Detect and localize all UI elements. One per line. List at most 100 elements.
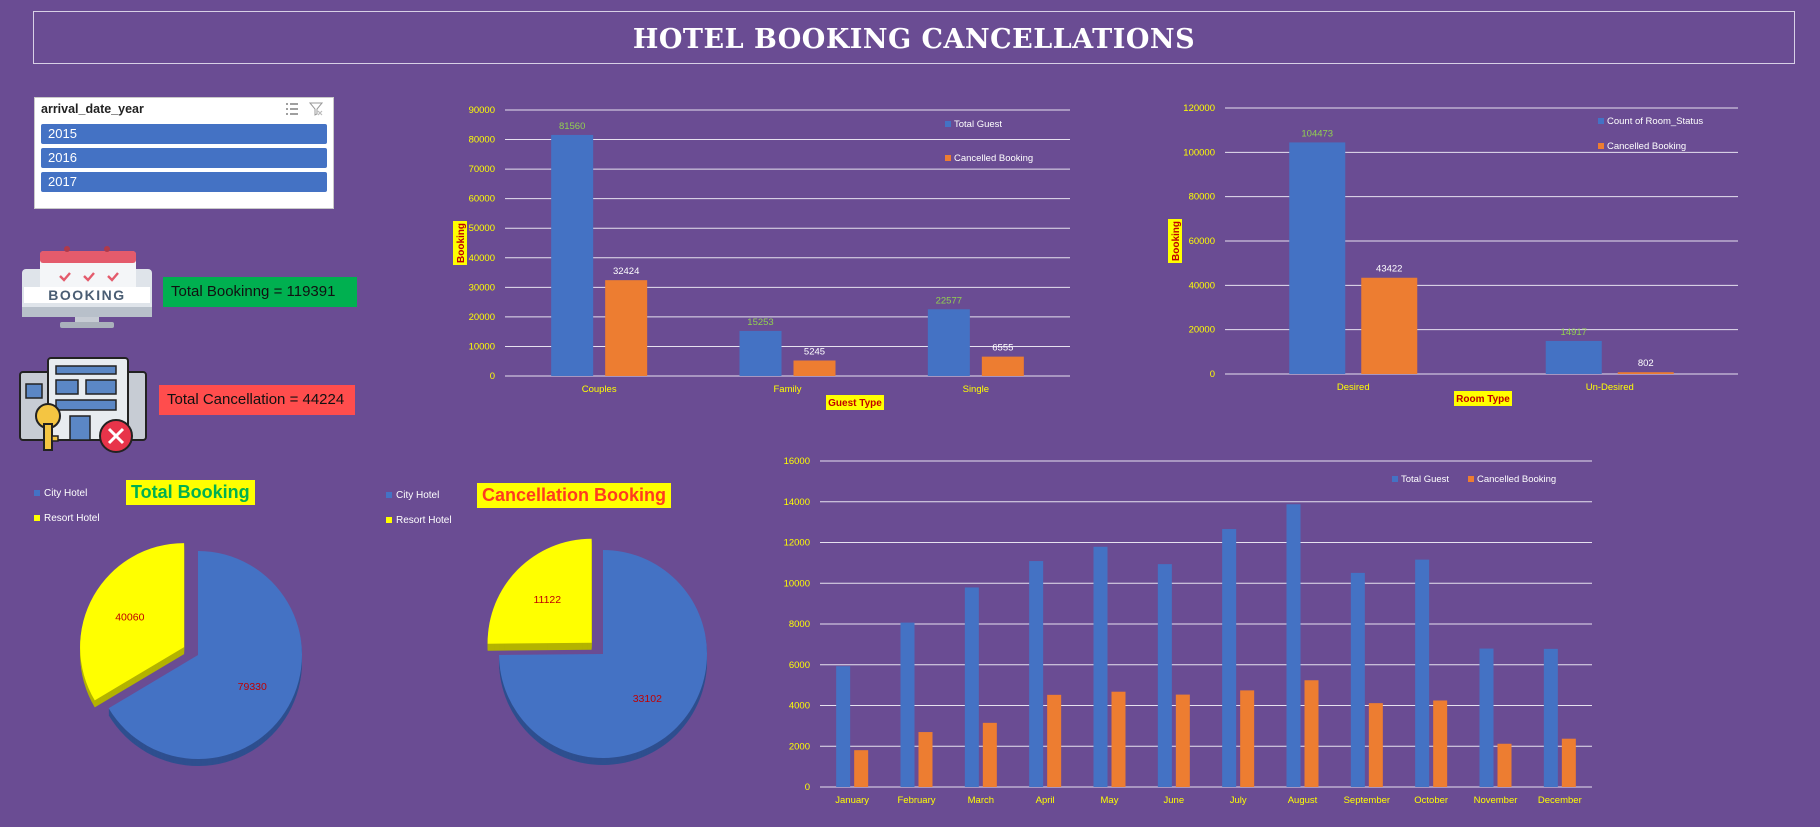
data-label: 5245: [804, 346, 825, 357]
guest-type-chart: 0 10000 20000 30000 40000 50000 60000 70000 8000…: [453, 105, 1070, 410]
y-tick-label: 90000: [469, 105, 495, 116]
legend-label: Total Guest: [954, 119, 1002, 130]
x-tick-label: December: [1538, 795, 1582, 806]
legend-label: Count of Room_Status: [1607, 116, 1703, 127]
y-axis-title-bg: [1168, 219, 1182, 263]
bar: [1368, 703, 1383, 787]
total-booking-pie-legend: City Hotel Resort Hotel: [34, 488, 100, 524]
cancellation-pie-title: Cancellation Booking: [477, 483, 672, 508]
pie-slice: [80, 543, 185, 701]
legend-swatch-city: [34, 490, 40, 496]
pie-data-label: 11122: [533, 594, 561, 606]
x-tick-label: April: [1036, 795, 1055, 806]
y-tick-label: 16000: [784, 456, 810, 467]
page-title: HOTEL BOOKING CANCELLATIONS: [632, 24, 1196, 55]
y-tick-label: 80000: [1189, 192, 1215, 203]
y-tick-label: 40000: [1189, 280, 1215, 291]
y-axis-title: Booking: [456, 223, 467, 263]
title-banner: HOTEL BOOKING CANCELLATIONS: [33, 11, 1795, 64]
y-tick-label: 60000: [469, 194, 495, 205]
legend-resort-hotel: Resort Hotel: [396, 515, 452, 526]
x-axis-title: Room Type: [1456, 394, 1510, 405]
legend-label: Total Guest: [1401, 474, 1449, 485]
cancellation-pie: 33102 11122: [487, 538, 707, 765]
x-tick-label: January: [835, 795, 869, 806]
legend-city-hotel: City Hotel: [44, 488, 88, 499]
legend-city-hotel: City Hotel: [396, 490, 440, 501]
y-tick-label: 4000: [789, 701, 810, 712]
y-axis-title-group: Booking: [453, 221, 467, 265]
cancellation-pie-legend: City Hotel Resort Hotel: [386, 490, 452, 526]
x-tick-label: May: [1101, 795, 1119, 806]
legend-swatch: [1598, 118, 1604, 124]
bar: [1222, 529, 1237, 787]
slicer-item-2017[interactable]: 2017: [41, 172, 327, 192]
data-label: 6555: [992, 343, 1013, 354]
bar: [1047, 694, 1062, 787]
bar: [1157, 564, 1172, 787]
bar: [1361, 277, 1418, 374]
legend-swatch-resort: [386, 517, 392, 523]
y-tick-label: 10000: [469, 341, 495, 352]
clear-filter-icon[interactable]: [309, 102, 323, 116]
bar: [793, 360, 836, 376]
data-label: 14917: [1561, 327, 1587, 338]
legend-swatch-city: [386, 492, 392, 498]
y-tick-label: 100000: [1183, 147, 1215, 158]
hotel-key-cancel-icon: [19, 357, 147, 453]
bar: [739, 330, 782, 376]
total-cancellation-card: Total Cancellation = 44224: [159, 385, 355, 415]
y-tick-label: 30000: [469, 282, 495, 293]
slicer-header: arrival_date_year: [41, 102, 144, 116]
y-tick-label: 10000: [784, 578, 810, 589]
bar: [1111, 691, 1126, 787]
legend-label: Cancelled Booking: [954, 153, 1033, 164]
slicer-item-2015[interactable]: 2015: [41, 124, 327, 144]
data-label: 43422: [1376, 264, 1402, 275]
room-type-chart: 0 20000 40000 60000 80000 100000 120000 Desired…: [1168, 103, 1738, 406]
bar: [605, 280, 648, 376]
y-tick-label: 120000: [1183, 103, 1215, 114]
bar: [551, 134, 594, 376]
x-tick-label: September: [1344, 795, 1390, 806]
y-axis-title: Booking: [1171, 221, 1182, 261]
slicer-item-2016[interactable]: 2016: [41, 148, 327, 168]
bar: [1617, 372, 1674, 374]
pie-slice: [499, 550, 707, 758]
x-tick-label: July: [1230, 795, 1247, 806]
y-tick-label: 0: [490, 371, 495, 382]
x-tick-label: Un-Desired: [1586, 382, 1634, 393]
bar: [1545, 340, 1602, 374]
bar: [1289, 142, 1346, 374]
multi-select-icon[interactable]: [285, 102, 299, 116]
bar: [1479, 648, 1494, 787]
y-tick-label: 6000: [789, 660, 810, 671]
bar: [1433, 700, 1448, 787]
bar: [1093, 546, 1108, 787]
pie-data-label: 79330: [238, 681, 267, 693]
legend-swatch: [945, 121, 951, 127]
pie-slice: [108, 551, 302, 759]
legend-swatch: [945, 155, 951, 161]
y-tick-label: 20000: [1189, 325, 1215, 336]
y-tick-label: 80000: [469, 135, 495, 146]
x-axis-title-bg: [1454, 391, 1512, 406]
bar: [1415, 559, 1430, 787]
total-booking-pie-title: Total Booking: [126, 480, 255, 505]
x-tick-label: Desired: [1337, 382, 1370, 393]
bar: [836, 666, 851, 787]
bar: [1286, 504, 1301, 787]
y-tick-label: 14000: [784, 497, 810, 508]
x-tick-label: Single: [963, 384, 989, 395]
x-axis-title-bg: [826, 395, 884, 410]
y-tick-label: 50000: [469, 223, 495, 234]
y-axis-title-bg: [453, 221, 467, 265]
bar: [981, 356, 1024, 376]
legend-label: Cancelled Booking: [1477, 474, 1556, 485]
pie-data-label: 33102: [633, 693, 662, 705]
x-tick-label: February: [897, 795, 935, 806]
x-tick-label: March: [968, 795, 994, 806]
year-slicer[interactable]: arrival_date_year 2015 2016 2017: [34, 97, 334, 209]
bar: [918, 732, 933, 787]
legend-swatch: [1468, 476, 1474, 482]
